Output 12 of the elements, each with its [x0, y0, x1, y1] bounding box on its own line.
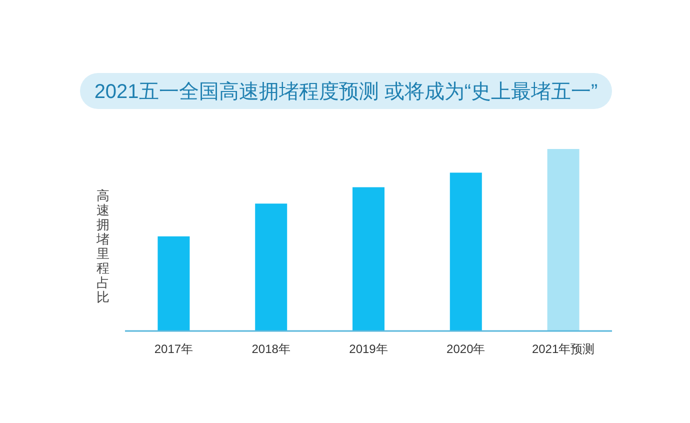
x-tick-label: 2018年: [252, 342, 290, 356]
x-tick-label: 2021年预测: [532, 342, 595, 356]
x-tick-label: 2017年: [154, 342, 194, 356]
bar: [255, 204, 288, 331]
chart-title: 2021五一全国高速拥堵程度预测 或将成为“史上最堵五一”: [94, 80, 598, 103]
bar: [352, 187, 384, 331]
bar: [158, 236, 190, 331]
x-tick-label: 2020年: [446, 342, 486, 356]
bar: [450, 172, 482, 331]
x-tick-label: 2019年: [349, 342, 388, 356]
y-axis-title: 高速拥堵里程占比: [96, 188, 110, 304]
bar: [547, 149, 580, 331]
